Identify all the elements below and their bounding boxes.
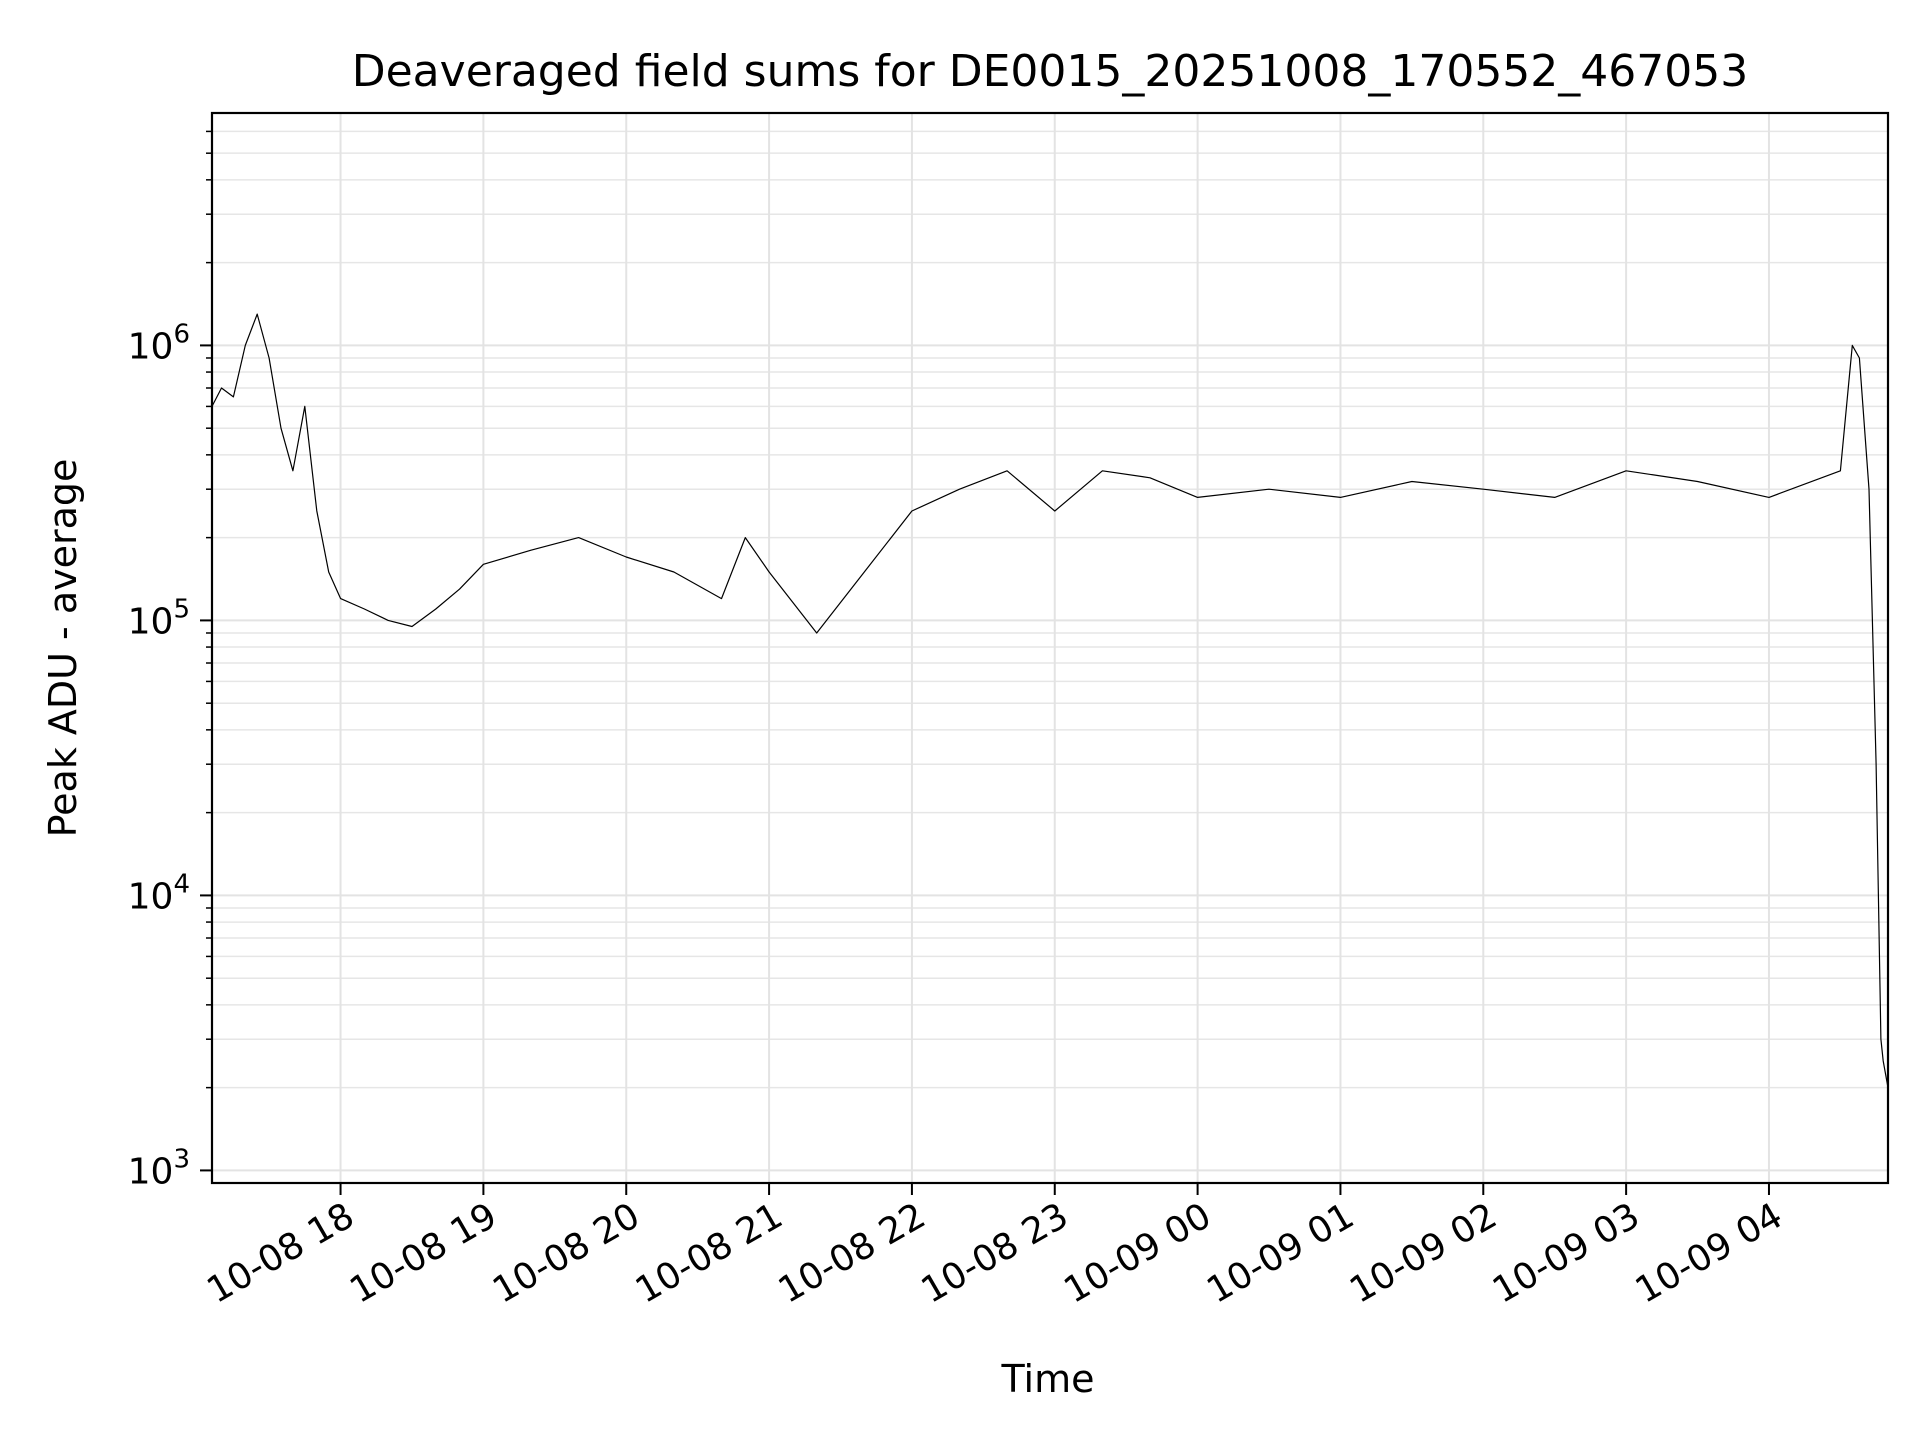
y-axis: 103 104 105 106 <box>128 130 212 1192</box>
x-axis-label: Time <box>1001 1357 1095 1401</box>
y-tick-label-0: 103 <box>128 1144 190 1192</box>
y-axis-label: Peak ADU - average <box>41 459 85 838</box>
minor-grid <box>212 130 1888 1089</box>
plot-frame <box>210 111 1890 1185</box>
plot-area <box>211 313 1889 1088</box>
y-tick-label-1: 104 <box>128 869 190 917</box>
chart-title: Deaveraged field sums for DE0015_2025100… <box>352 46 1749 97</box>
y-tick-label-3: 106 <box>128 319 190 367</box>
y-tick-label-2: 105 <box>128 594 190 642</box>
series-line <box>211 313 1889 1088</box>
major-grid <box>212 113 1888 1183</box>
